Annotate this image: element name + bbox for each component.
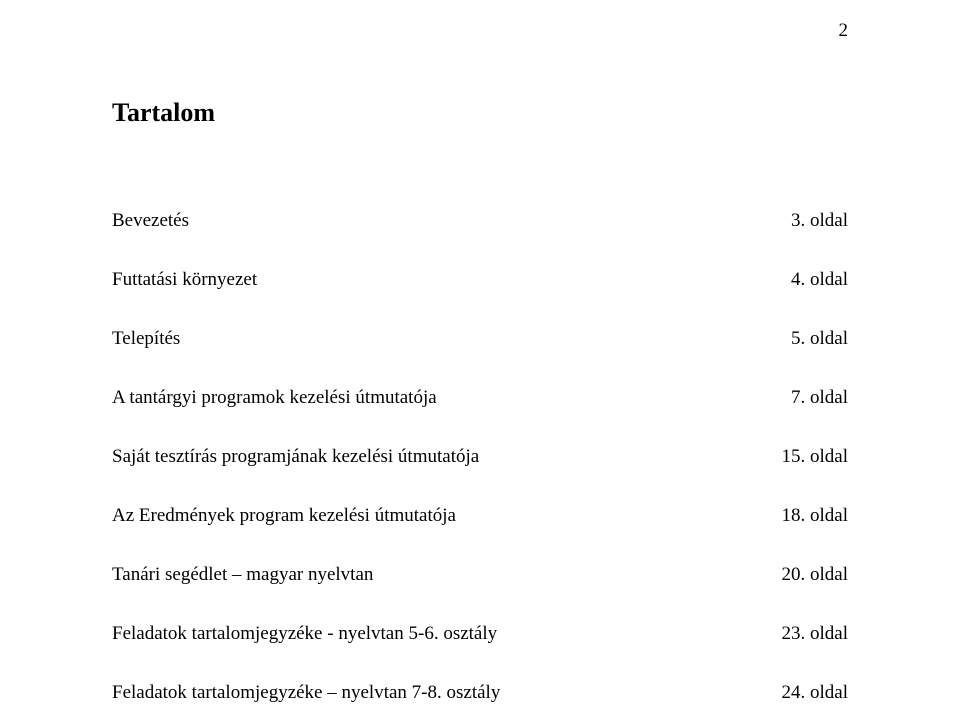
toc-row: Telepítés 5. oldal	[112, 328, 848, 350]
toc-pageref: 7. oldal	[767, 387, 848, 409]
toc-label: Futtatási környezet	[112, 269, 257, 291]
toc-pageref: 18. oldal	[758, 505, 849, 527]
toc-label: Telepítés	[112, 328, 180, 350]
toc-label: Feladatok tartalomjegyzéke – nyelvtan 7-…	[112, 682, 500, 704]
toc-pageref: 3. oldal	[767, 210, 848, 232]
toc-row: Feladatok tartalomjegyzéke - nyelvtan 5-…	[112, 623, 848, 645]
toc-label: Saját tesztírás programjának kezelési út…	[112, 446, 479, 468]
toc-pageref: 20. oldal	[758, 564, 849, 586]
toc-row: Futtatási környezet 4. oldal	[112, 269, 848, 291]
toc-row: Feladatok tartalomjegyzéke – nyelvtan 7-…	[112, 682, 848, 704]
toc-row: Saját tesztírás programjának kezelési út…	[112, 446, 848, 468]
toc-pageref: 15. oldal	[758, 446, 849, 468]
toc-label: Feladatok tartalomjegyzéke - nyelvtan 5-…	[112, 623, 497, 645]
toc-row: Tanári segédlet – magyar nyelvtan 20. ol…	[112, 564, 848, 586]
toc-label: Tanári segédlet – magyar nyelvtan	[112, 564, 373, 586]
toc-row: A tantárgyi programok kezelési útmutatój…	[112, 387, 848, 409]
toc-label: Az Eredmények program kezelési útmutatój…	[112, 505, 456, 527]
toc-row: Bevezetés 3. oldal	[112, 210, 848, 232]
toc-pageref: 4. oldal	[767, 269, 848, 291]
page-title: Tartalom	[112, 98, 215, 128]
table-of-contents: Bevezetés 3. oldal Futtatási környezet 4…	[112, 210, 848, 704]
toc-label: Bevezetés	[112, 210, 189, 232]
toc-row: Az Eredmények program kezelési útmutatój…	[112, 505, 848, 527]
toc-label: A tantárgyi programok kezelési útmutatój…	[112, 387, 437, 409]
toc-pageref: 24. oldal	[758, 682, 849, 704]
toc-pageref: 23. oldal	[758, 623, 849, 645]
toc-pageref: 5. oldal	[767, 328, 848, 350]
page-number: 2	[839, 20, 849, 42]
